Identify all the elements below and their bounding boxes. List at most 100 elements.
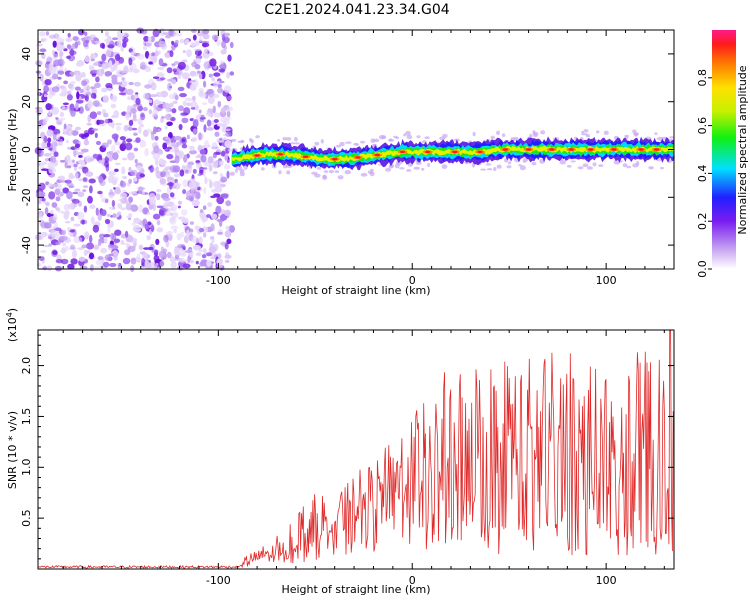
heatmap-noise-cell xyxy=(122,41,127,48)
heatmap-noise-cell xyxy=(156,227,164,233)
heatmap-noise-cell xyxy=(179,169,185,177)
heatmap-noise-cell xyxy=(199,36,203,43)
heatmap-band-halo xyxy=(532,131,539,136)
heatmap-noise-cell xyxy=(122,157,128,161)
heatmap-noise-cell xyxy=(87,195,93,204)
colorbar: 0.0 0.2 0.4 0.6 0.8 Normalized spectral ampl… xyxy=(696,30,749,278)
heatmap-noise-cell xyxy=(61,105,66,110)
heatmap-noise-cell xyxy=(119,80,128,88)
heatmap-noise-cell xyxy=(55,259,64,264)
heatmap-noise-cell xyxy=(202,248,207,253)
heatmap-band-halo xyxy=(581,133,588,136)
heatmap-noise-cell xyxy=(155,238,160,245)
heatmap-noise-cell xyxy=(73,223,81,227)
heatmap-noise-cell xyxy=(127,245,136,253)
heatmap-noise-cell xyxy=(199,116,206,120)
heatmap-noise-cell xyxy=(150,35,155,43)
heatmap-x-ticks: -100 0 100 xyxy=(62,30,665,287)
heatmap-noise-cell xyxy=(223,32,231,37)
heatmap-band-halo xyxy=(496,164,502,169)
heatmap-noise-cell xyxy=(198,92,207,98)
heatmap-noise-cell xyxy=(153,103,157,111)
heatmap-band-halo xyxy=(559,160,566,165)
heatmap-noise-cell xyxy=(122,257,131,265)
colorbar-gradient xyxy=(712,30,736,269)
heatmap-band-halo xyxy=(234,168,238,173)
heatmap-noise-cell xyxy=(73,149,77,157)
heatmap-noise-cell xyxy=(53,59,61,66)
heatmap-noise-cell xyxy=(162,102,171,110)
heatmap-noise-cell xyxy=(35,60,43,66)
heatmap-noise-cell xyxy=(128,235,134,243)
heatmap-noise-cell xyxy=(61,229,67,236)
heatmap-noise-cell xyxy=(175,70,183,76)
colorbar-tick-label: 0.2 xyxy=(696,212,709,230)
heatmap-noise-cell xyxy=(65,73,72,77)
heatmap-noise-cell xyxy=(105,49,112,57)
heatmap-noise-cell xyxy=(39,73,44,82)
heatmap-noise-cell xyxy=(158,40,167,47)
heatmap-noise-cell xyxy=(48,34,56,39)
heatmap-noise-cell xyxy=(91,73,97,77)
heatmap-noise-cell xyxy=(49,226,57,230)
heatmap-noise-cell xyxy=(141,258,146,266)
heatmap-noise-cell xyxy=(88,178,96,184)
heatmap-noise-cell xyxy=(107,139,112,145)
heatmap-band-halo xyxy=(344,141,352,144)
heatmap-noise-cell xyxy=(101,53,107,62)
heatmap-noise-cell xyxy=(207,88,215,98)
heatmap-noise-cell xyxy=(43,265,47,271)
heatmap-noise-cell xyxy=(122,175,127,180)
heatmap-noise-cell xyxy=(138,204,144,213)
snr-x-ticks: -100 0 100 xyxy=(62,330,665,587)
heatmap-noise-cell xyxy=(130,50,136,56)
heatmap-band-halo xyxy=(501,133,506,138)
heatmap-noise-cell xyxy=(144,148,149,157)
heatmap-noise-cell xyxy=(203,80,207,88)
heatmap-noise-cell xyxy=(224,259,230,263)
heatmap-noise-cell xyxy=(190,107,197,110)
heatmap-band-halo xyxy=(277,139,281,142)
heatmap-noise-cell xyxy=(112,206,116,210)
heatmap-hotspot-core xyxy=(477,150,483,154)
heatmap-noise-cell xyxy=(213,112,221,118)
heatmap-noise-cell xyxy=(152,202,156,212)
heatmap-band-layer xyxy=(231,145,674,162)
heatmap-noise-cell xyxy=(153,145,160,154)
heatmap-noise-region xyxy=(34,27,235,273)
heatmap-noise-cell xyxy=(42,244,50,248)
heatmap-noise-cell xyxy=(175,39,179,45)
heatmap-noise-cell xyxy=(120,200,129,204)
heatmap-noise-cell xyxy=(163,234,169,243)
heatmap-noise-cell xyxy=(178,105,184,112)
heatmap-noise-cell xyxy=(182,179,190,188)
heatmap-band-halo xyxy=(406,134,413,140)
heatmap-noise-cell xyxy=(226,106,233,112)
heatmap-noise-cell xyxy=(167,78,171,82)
heatmap-noise-cell xyxy=(122,32,129,37)
heatmap-band-halo xyxy=(632,163,639,168)
heatmap-noise-cell xyxy=(219,173,224,178)
heatmap-noise-cell xyxy=(95,76,100,83)
heatmap-noise-cell xyxy=(164,125,168,130)
heatmap-noise-cell xyxy=(195,50,199,56)
heatmap-noise-cell xyxy=(189,145,195,152)
heatmap-noise-cell xyxy=(68,175,75,179)
heatmap-noise-cell xyxy=(106,213,112,217)
heatmap-band-halo xyxy=(337,175,344,180)
snr-x-axis-label: Height of straight line (km) xyxy=(281,583,430,596)
heatmap-y-tick-label: 0 xyxy=(20,146,33,153)
heatmap-noise-cell xyxy=(230,41,234,49)
heatmap-hotspot-core xyxy=(653,148,660,151)
heatmap-noise-cell xyxy=(128,166,132,173)
heatmap-noise-cell xyxy=(135,137,141,144)
heatmap-band-halo xyxy=(282,137,287,141)
heatmap-noise-cell xyxy=(220,49,227,55)
heatmap-noise-cell xyxy=(90,86,96,90)
heatmap-noise-cell xyxy=(111,74,118,81)
heatmap-noise-cell xyxy=(174,155,180,164)
heatmap-noise-cell xyxy=(130,257,137,265)
snr-y-multiplier: (x104) xyxy=(5,308,20,342)
heatmap-noise-cell xyxy=(189,228,194,233)
heatmap-noise-cell xyxy=(86,85,90,92)
